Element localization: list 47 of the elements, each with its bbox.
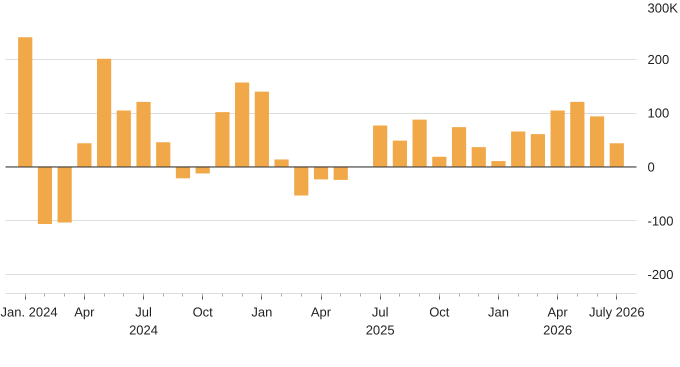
bar <box>116 110 131 167</box>
bar <box>570 102 584 167</box>
x-tick-label: Jul 2025 <box>366 304 395 338</box>
x-tick-label: Jan <box>488 304 509 320</box>
bar <box>530 134 546 167</box>
y-tick-label: 200 <box>648 52 670 67</box>
x-tick-label: Oct <box>429 304 450 320</box>
bar <box>215 112 230 167</box>
bar <box>432 156 446 167</box>
bar <box>511 131 526 167</box>
x-tick-label: July 2026 <box>588 304 645 320</box>
bar <box>472 147 486 167</box>
y-tick-label: -200 <box>648 267 674 282</box>
bar <box>373 126 388 167</box>
bar <box>58 166 72 222</box>
bar <box>491 161 506 167</box>
bar <box>77 143 92 167</box>
bar <box>136 102 151 167</box>
y-tick-label: -100 <box>648 213 674 228</box>
x-tick-label: Apr <box>310 304 332 320</box>
bar <box>235 82 250 167</box>
bar <box>156 142 170 167</box>
bar <box>412 120 427 167</box>
x-tick-label: Jan <box>251 304 272 320</box>
bar <box>96 58 112 167</box>
bar <box>254 92 269 167</box>
bar <box>610 143 624 167</box>
bar <box>294 166 308 196</box>
bar <box>38 166 52 224</box>
x-tick-label: Apr <box>74 304 96 320</box>
bar <box>392 140 407 167</box>
bar <box>590 116 604 167</box>
bar <box>334 166 348 180</box>
x-tick-label: Oct <box>192 304 214 320</box>
bar <box>314 166 328 180</box>
y-tick-label: 0 <box>648 159 655 174</box>
bar <box>176 166 190 178</box>
bar <box>18 37 32 167</box>
bar <box>196 166 210 174</box>
y-tick-label: 300K <box>648 0 678 16</box>
bar <box>550 110 565 167</box>
bar <box>274 159 289 167</box>
x-tick-label: Jul 2024 <box>129 304 158 338</box>
y-tick-label: 100 <box>648 106 670 121</box>
x-tick-label: Jan. 2024 <box>0 304 58 320</box>
x-tick-label: Apr 2026 <box>543 304 572 338</box>
bar <box>452 127 466 167</box>
